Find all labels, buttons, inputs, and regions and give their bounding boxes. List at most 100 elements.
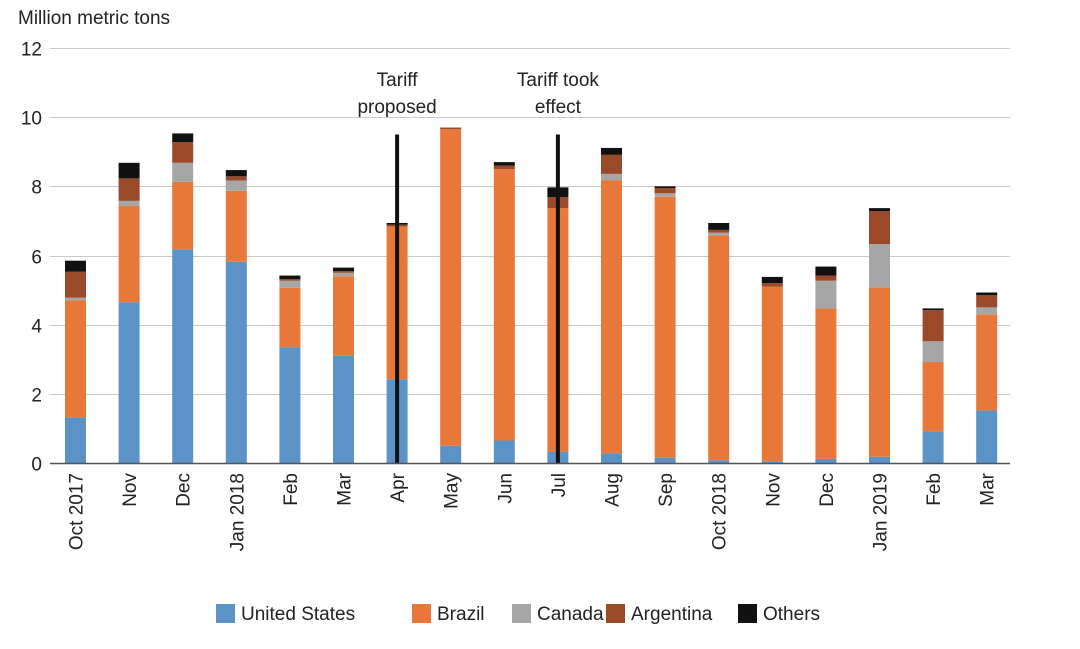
bar-segment-argentina <box>333 271 354 273</box>
bar-segment-united-states <box>279 347 301 463</box>
bar-segment-canada <box>279 280 301 288</box>
x-tick-label: Mar <box>978 472 999 505</box>
x-tick-label: Oct 2017 <box>67 473 88 550</box>
bar-segment-argentina <box>225 176 247 181</box>
bar-segment-canada <box>815 280 837 309</box>
legend-label-brazil: Brazil <box>437 604 485 625</box>
y-tick-label: 0 <box>31 455 42 476</box>
bar-segment-brazil <box>65 300 86 418</box>
bar-segment-canada <box>601 173 622 181</box>
bar-segment-united-states <box>708 460 730 463</box>
legend-label-united-states: United States <box>241 604 355 625</box>
x-tick-label: Feb <box>281 473 302 506</box>
bar-segment-brazil <box>976 314 998 411</box>
legend-swatch-others <box>738 604 757 623</box>
y-tick-label: 4 <box>31 317 42 338</box>
tariff-annotation-label: Tariff took <box>517 70 600 91</box>
bar-segment-others <box>815 266 837 276</box>
bar-segment-united-states <box>333 355 354 463</box>
bar-segment-united-states <box>601 453 622 463</box>
y-axis-title: Million metric tons <box>18 8 170 29</box>
bar-segment-others <box>708 222 730 230</box>
bar-segment-others <box>65 260 86 272</box>
legend-label-others: Others <box>763 604 820 625</box>
x-tick-label: Jul <box>549 473 570 497</box>
x-tick-label: Jun <box>495 473 516 504</box>
y-tick-label: 8 <box>31 178 42 199</box>
x-tick-label: May <box>442 473 463 509</box>
bar-segment-others <box>172 133 194 143</box>
bar-segment-others <box>922 308 944 311</box>
bar-segment-canada <box>654 193 676 197</box>
bar-segment-canada <box>976 307 998 315</box>
x-tick-label: Aug <box>603 473 624 507</box>
bar-segment-argentina <box>654 188 676 194</box>
bar-segment-brazil <box>225 190 247 262</box>
bar-segment-canada <box>65 297 86 301</box>
bar-segment-others <box>493 162 515 166</box>
bar-segment-brazil <box>761 286 783 462</box>
bar-segment-brazil <box>172 181 194 250</box>
bar-segment-argentina <box>172 142 194 163</box>
bar-segment-others <box>601 147 622 155</box>
bar-segment-canada <box>172 162 194 182</box>
x-tick-label: Jan 2018 <box>227 473 248 551</box>
bar-segment-others <box>225 170 247 177</box>
bar-segment-united-states <box>869 456 890 463</box>
bar-segment-united-states <box>440 445 462 463</box>
bar-segment-brazil <box>493 169 515 441</box>
x-tick-label: Mar <box>335 472 356 505</box>
legend-label-canada: Canada <box>537 604 604 625</box>
bar-segment-others <box>869 208 890 212</box>
y-tick-label: 10 <box>21 109 42 130</box>
bar-segment-united-states <box>493 440 515 463</box>
bar-segment-argentina <box>440 127 462 130</box>
bar-segment-united-states <box>654 457 676 463</box>
bar-segment-argentina <box>869 211 890 245</box>
bar-segment-others <box>654 186 676 189</box>
gridlines <box>50 48 1010 395</box>
bar-segment-united-states <box>118 302 140 463</box>
legend-swatch-argentina <box>606 604 625 623</box>
bar-segment-argentina <box>601 154 622 174</box>
bar-segment-others <box>118 162 140 179</box>
bar-segment-others <box>333 267 354 272</box>
tariff-annotation-label: proposed <box>357 97 436 118</box>
x-tick-label: Dec <box>817 473 838 507</box>
bar-segment-united-states <box>922 431 944 463</box>
x-tick-label: Sep <box>656 473 677 507</box>
bar-segment-others <box>976 292 998 296</box>
bar-segment-argentina <box>493 165 515 170</box>
bar-segment-brazil <box>922 362 944 432</box>
bar-segment-united-states <box>225 261 247 463</box>
bar-segment-argentina <box>279 279 301 281</box>
bar-segment-brazil <box>601 180 622 454</box>
bar-segment-canada <box>333 272 354 277</box>
x-tick-label: Oct 2018 <box>710 473 731 550</box>
bar-segment-argentina <box>761 283 783 287</box>
bar-segment-brazil <box>440 129 462 446</box>
bar-segment-united-states <box>976 410 998 463</box>
bar-segment-argentina <box>708 229 730 233</box>
x-tick-labels: Oct 2017 Nov Dec Jan 2018 Feb Mar Apr May Jun Jul… <box>67 472 999 551</box>
legend-swatch-canada <box>512 604 531 623</box>
bar-segment-canada <box>708 232 730 236</box>
legend-swatch-united-states <box>216 604 235 623</box>
bar-segment-brazil <box>118 206 140 303</box>
annotations: Tariff proposed Tariff took effect <box>357 70 599 463</box>
bar-segment-argentina <box>922 310 944 342</box>
bar-segment-brazil <box>869 287 890 457</box>
bar-segment-argentina <box>118 178 140 201</box>
y-tick-label: 6 <box>31 248 42 269</box>
legend-swatch-brazil <box>412 604 431 623</box>
bar-segment-united-states <box>815 458 837 463</box>
bar-segment-united-states <box>761 461 783 463</box>
bar-segment-brazil <box>654 196 676 458</box>
bar-segment-brazil <box>333 276 354 356</box>
bar-segment-argentina <box>976 295 998 308</box>
bar-segment-brazil <box>815 308 837 459</box>
bar-segment-brazil <box>708 235 730 461</box>
x-tick-label: Feb <box>924 473 945 506</box>
